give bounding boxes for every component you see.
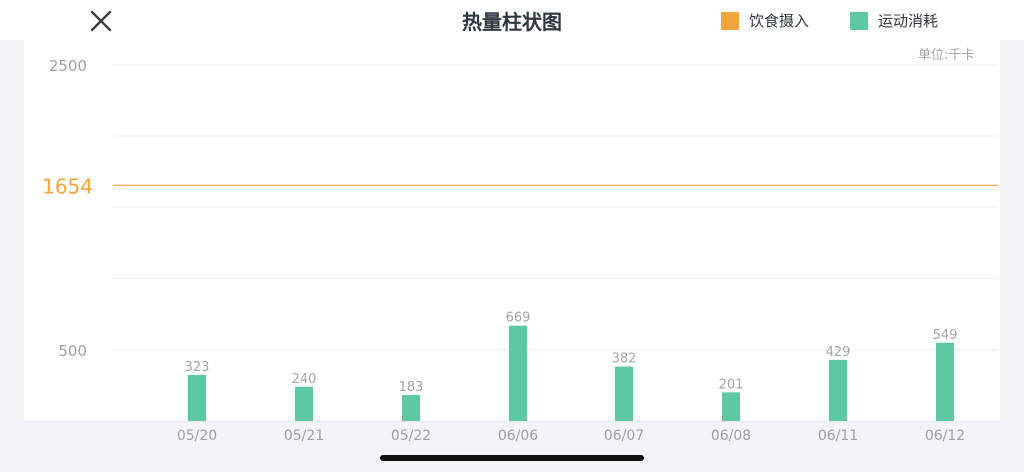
bar: [829, 359, 847, 421]
bar-value-label: 201: [719, 377, 744, 392]
legend-swatch-intake: [721, 11, 739, 30]
bar: [295, 386, 313, 421]
bar-value-label: 183: [399, 380, 424, 395]
bar: [402, 394, 420, 421]
bar-value-label: 549: [933, 328, 958, 343]
x-tick-label: 06/06: [498, 428, 538, 444]
legend-swatch-burn: [850, 11, 868, 30]
bar-value-label: 323: [185, 360, 210, 375]
x-tick-label: 06/07: [604, 428, 644, 444]
x-tick-label: 05/22: [391, 428, 431, 444]
bar-value-label: 429: [826, 345, 851, 360]
bar-value-label: 669: [506, 311, 531, 326]
y-tick-label: 2500: [49, 57, 87, 75]
bar: [936, 342, 954, 421]
home-indicator[interactable]: [380, 455, 644, 461]
intake-reference-label: 1654: [42, 174, 93, 198]
bar-value-label: 382: [612, 352, 637, 367]
x-tick-label: 05/21: [284, 428, 324, 444]
bar: [188, 374, 206, 421]
x-tick-label: 06/08: [711, 428, 751, 444]
legend-label-burn: 运动消耗: [878, 12, 939, 30]
bar-value-label: 240: [292, 372, 317, 387]
y-tick-label: 500: [58, 342, 87, 360]
bar: [722, 392, 740, 421]
x-tick-label: 06/11: [818, 428, 858, 444]
legend-item-intake: 饮食摄入: [721, 10, 809, 31]
bar: [509, 325, 527, 421]
x-tick-label: 05/20: [177, 428, 217, 444]
bar: [615, 366, 633, 421]
top-bar: 热量柱状图 饮食摄入 运动消耗: [0, 0, 1024, 40]
legend-label-intake: 饮食摄入: [749, 12, 810, 30]
unit-label: 单位:千卡: [918, 48, 975, 63]
page-title: 热量柱状图: [462, 10, 562, 34]
legend-item-burn: 运动消耗: [850, 10, 938, 31]
x-tick-label: 06/12: [925, 428, 965, 444]
close-icon[interactable]: [86, 6, 116, 36]
